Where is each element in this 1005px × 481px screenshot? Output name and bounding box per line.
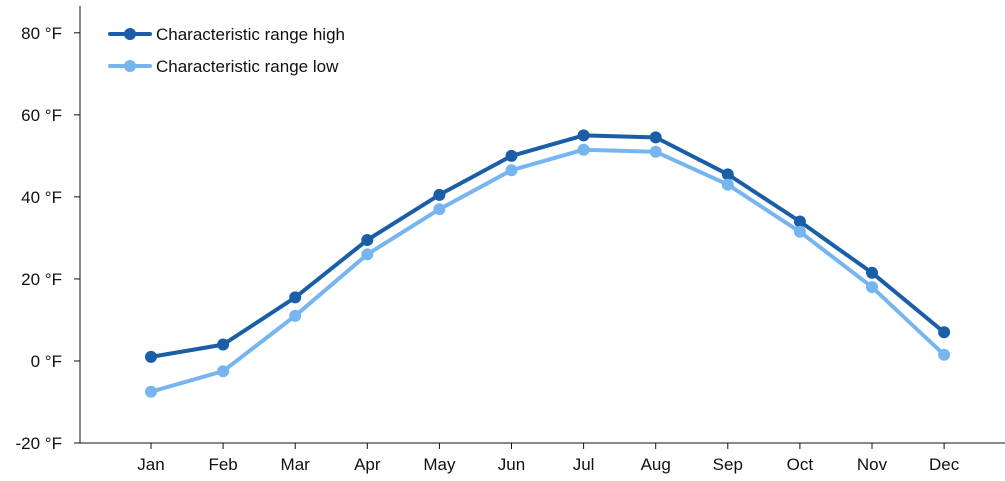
series-2-point-jun [505, 164, 518, 177]
x-tick-label: Dec [929, 455, 960, 474]
x-tick-label: Jan [137, 455, 164, 474]
series-2-point-jan [145, 385, 157, 398]
series-1-point-jan [145, 350, 157, 363]
series-2-point-sep [721, 178, 734, 191]
x-tick-label: Sep [713, 455, 743, 474]
series-2-point-feb [217, 365, 230, 378]
y-tick-label: -20 °F [16, 434, 62, 453]
series-1-point-apr [361, 233, 374, 246]
x-tick-label: Aug [641, 455, 671, 474]
axes: -20 °F 0 °F 20 °F 40 °F 60 °F 80 °F Jan Feb Mar A… [16, 6, 1005, 474]
series-2-point-mar [289, 309, 302, 322]
legend-item-2-marker [124, 60, 136, 72]
x-tick-label: Nov [857, 455, 888, 474]
series-1-point-aug [649, 131, 662, 144]
series-1-point-jul [577, 129, 590, 142]
x-tick-label: Feb [208, 455, 237, 474]
x-tick-label: Jun [498, 455, 525, 474]
y-tick-label: 60 °F [21, 106, 62, 125]
series-1-line [149, 133, 947, 359]
legend-item-2-label: Characteristic range low [156, 57, 339, 76]
x-tick-label: Oct [787, 455, 814, 474]
series-layer [145, 129, 951, 398]
series-2-point-dec [938, 348, 951, 361]
series-2-point-aug [649, 145, 662, 158]
series-1-point-jun [505, 149, 518, 162]
series-2-point-oct [793, 225, 806, 238]
series-1-point-oct [793, 215, 806, 228]
series-2-point-apr [361, 248, 374, 261]
legend-item-1-marker [124, 28, 136, 40]
y-tick-label: 80 °F [21, 24, 62, 43]
y-tick-label: 40 °F [21, 188, 62, 207]
x-tick-label: Mar [281, 455, 311, 474]
x-tick-label: Apr [354, 455, 381, 474]
series-2-point-jul [577, 143, 590, 156]
x-tick-label: Jul [573, 455, 595, 474]
y-tick-label: 0 °F [31, 352, 62, 371]
series-2-point-nov [866, 281, 878, 294]
x-tick-label: May [423, 455, 456, 474]
legend-item-1-label: Characteristic range high [156, 25, 345, 44]
series-1-point-mar [289, 291, 302, 304]
y-tick-label: 20 °F [21, 270, 62, 289]
legend: Characteristic range high Characteristic … [108, 25, 345, 76]
series-1-point-sep [721, 168, 734, 181]
series-2-line [149, 147, 947, 394]
series-1-point-dec [938, 326, 951, 339]
series-1-point-may [433, 188, 446, 201]
series-2-point-may [433, 203, 446, 216]
series-1-point-nov [866, 266, 878, 279]
series-1-point-feb [217, 338, 230, 351]
